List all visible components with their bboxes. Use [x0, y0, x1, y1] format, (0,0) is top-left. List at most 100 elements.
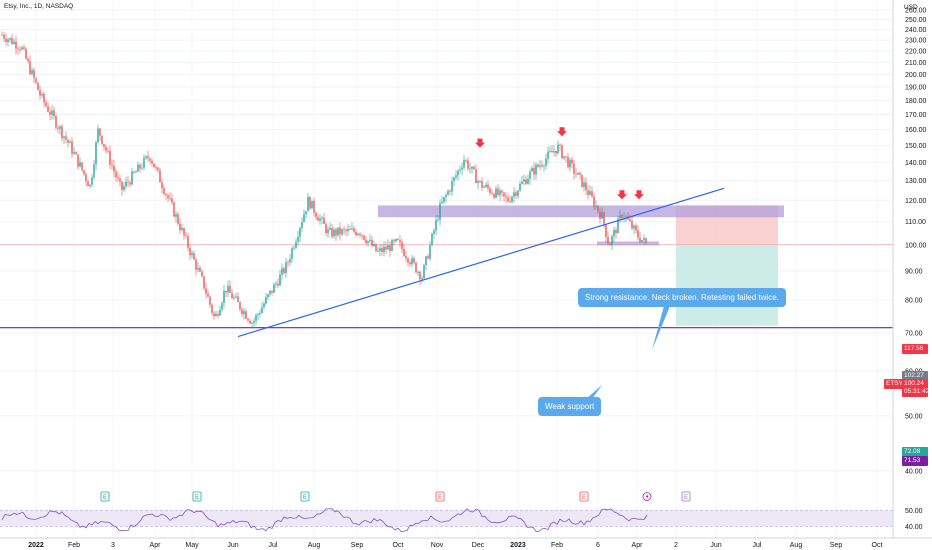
candle-body [327, 229, 329, 234]
candle-body [385, 246, 387, 250]
candle-body [171, 198, 173, 203]
candle-body [581, 174, 583, 187]
candle-body [599, 211, 601, 219]
candle-body [149, 158, 151, 161]
candle-body [617, 218, 619, 234]
candle-body [135, 171, 137, 173]
candle-body [229, 285, 231, 293]
candle-body [97, 128, 99, 143]
candle-body [303, 214, 305, 223]
time-axis[interactable]: 2022 Feb 3 Apr May Jun Jul Aug Sep Oct Nov Dec 2023 F… [0, 537, 932, 549]
candle-body [29, 61, 31, 75]
candle-body [75, 152, 77, 155]
candle-body [507, 197, 509, 202]
y-tick-label: 180.00 [905, 98, 927, 105]
candle-body [565, 156, 567, 158]
candle-body [633, 225, 635, 229]
candle-body [435, 219, 437, 231]
red-down-arrow-icon [475, 138, 485, 148]
x-tick-label: Apr [632, 542, 644, 549]
earnings-marker [100, 491, 110, 502]
candle-body [1, 34, 3, 36]
earnings-marker [300, 491, 310, 502]
candle-body [127, 181, 129, 183]
candle-body [273, 284, 275, 293]
y-tick-label: 200.00 [905, 72, 927, 79]
candle-body [311, 200, 313, 209]
candle-body [415, 262, 417, 273]
x-tick-label: Sep [830, 542, 843, 549]
candle-body [637, 230, 639, 238]
candle-body [613, 230, 615, 237]
candle-body [139, 164, 141, 169]
candle-body [45, 102, 47, 107]
resistance-callout[interactable]: Strong resistance. Neck broken. Retestin… [578, 288, 786, 307]
candle-body [141, 167, 143, 169]
x-tick-label: Aug [308, 542, 321, 549]
y-tick-label: 150.00 [905, 143, 927, 150]
candle-body [145, 156, 147, 158]
candle-body [195, 259, 197, 270]
candle-body [593, 196, 595, 207]
candle-body [531, 167, 533, 172]
support-callout[interactable]: Weak support [538, 397, 602, 416]
x-tick-label: May [185, 542, 199, 549]
candle-body [377, 250, 379, 252]
candle-body [247, 318, 249, 321]
earnings-marker [192, 491, 202, 502]
candle-body [249, 320, 251, 324]
candle-body [105, 146, 107, 151]
candle-body [93, 164, 95, 178]
candle-body [431, 233, 433, 246]
candle-body [161, 182, 163, 189]
take-profit-zone [676, 244, 778, 326]
y-tick-label: 120.00 [905, 198, 927, 205]
candle-body [511, 196, 513, 202]
candle-body [583, 182, 585, 187]
candle-body [323, 217, 325, 224]
candle-body [199, 267, 201, 272]
candle-body [7, 39, 9, 42]
candle-body [223, 290, 225, 304]
candle-body [491, 193, 493, 194]
candle-body [361, 234, 363, 236]
candle-body [437, 219, 439, 221]
candle-body [181, 227, 183, 231]
candle-body [73, 152, 75, 154]
y-tick-label: 160.00 [905, 127, 927, 134]
candle-body [427, 256, 429, 259]
candle-body [331, 227, 333, 237]
candle-body [639, 237, 641, 242]
candle-body [603, 212, 605, 225]
candle-body [309, 196, 311, 209]
candle-body [411, 258, 413, 265]
trendline [237, 187, 725, 338]
candle-body [193, 253, 195, 260]
candle-body [151, 160, 153, 164]
candle-body [441, 201, 443, 204]
candle-body [3, 34, 5, 39]
candle-body [315, 212, 317, 218]
support-price-tag: 71.53 [902, 456, 928, 466]
candle-body [357, 233, 359, 236]
candle-body [113, 165, 115, 172]
candle-body [497, 188, 499, 196]
candle-body [339, 227, 341, 235]
candle-body [337, 227, 339, 236]
red-down-arrow-icon [617, 190, 627, 200]
candle-body [205, 288, 207, 294]
earnings-label: E [303, 495, 307, 501]
candle-body [129, 182, 131, 185]
candle-body [549, 151, 551, 152]
candle-body [503, 192, 505, 197]
candle-body [11, 38, 13, 44]
candle-body [43, 93, 45, 103]
candle-body [81, 162, 83, 171]
candle-body [353, 228, 355, 232]
candle-body [191, 253, 193, 256]
candle-body [5, 38, 7, 42]
candle-body [109, 150, 111, 165]
